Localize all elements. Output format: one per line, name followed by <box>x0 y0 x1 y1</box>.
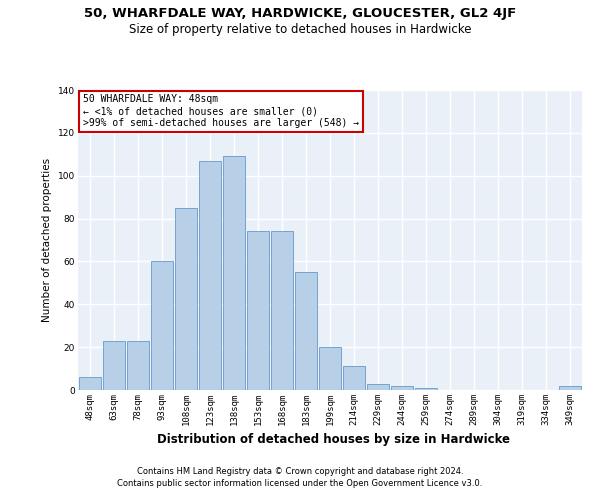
Bar <box>223 156 245 390</box>
Bar <box>343 366 365 390</box>
Text: Distribution of detached houses by size in Hardwicke: Distribution of detached houses by size … <box>157 432 509 446</box>
Text: Contains public sector information licensed under the Open Government Licence v3: Contains public sector information licen… <box>118 478 482 488</box>
Bar <box>319 347 341 390</box>
Text: 50, WHARFDALE WAY, HARDWICKE, GLOUCESTER, GL2 4JF: 50, WHARFDALE WAY, HARDWICKE, GLOUCESTER… <box>84 8 516 20</box>
Bar <box>295 272 317 390</box>
Bar <box>79 377 101 390</box>
Y-axis label: Number of detached properties: Number of detached properties <box>43 158 52 322</box>
Bar <box>127 340 149 390</box>
Text: Contains HM Land Registry data © Crown copyright and database right 2024.: Contains HM Land Registry data © Crown c… <box>137 467 463 476</box>
Text: 50 WHARFDALE WAY: 48sqm
← <1% of detached houses are smaller (0)
>99% of semi-de: 50 WHARFDALE WAY: 48sqm ← <1% of detache… <box>83 94 359 128</box>
Bar <box>367 384 389 390</box>
Bar <box>391 386 413 390</box>
Bar <box>271 232 293 390</box>
Bar <box>559 386 581 390</box>
Bar <box>175 208 197 390</box>
Text: Size of property relative to detached houses in Hardwicke: Size of property relative to detached ho… <box>129 22 471 36</box>
Bar <box>247 232 269 390</box>
Bar <box>415 388 437 390</box>
Bar <box>199 160 221 390</box>
Bar <box>151 262 173 390</box>
Bar <box>103 340 125 390</box>
